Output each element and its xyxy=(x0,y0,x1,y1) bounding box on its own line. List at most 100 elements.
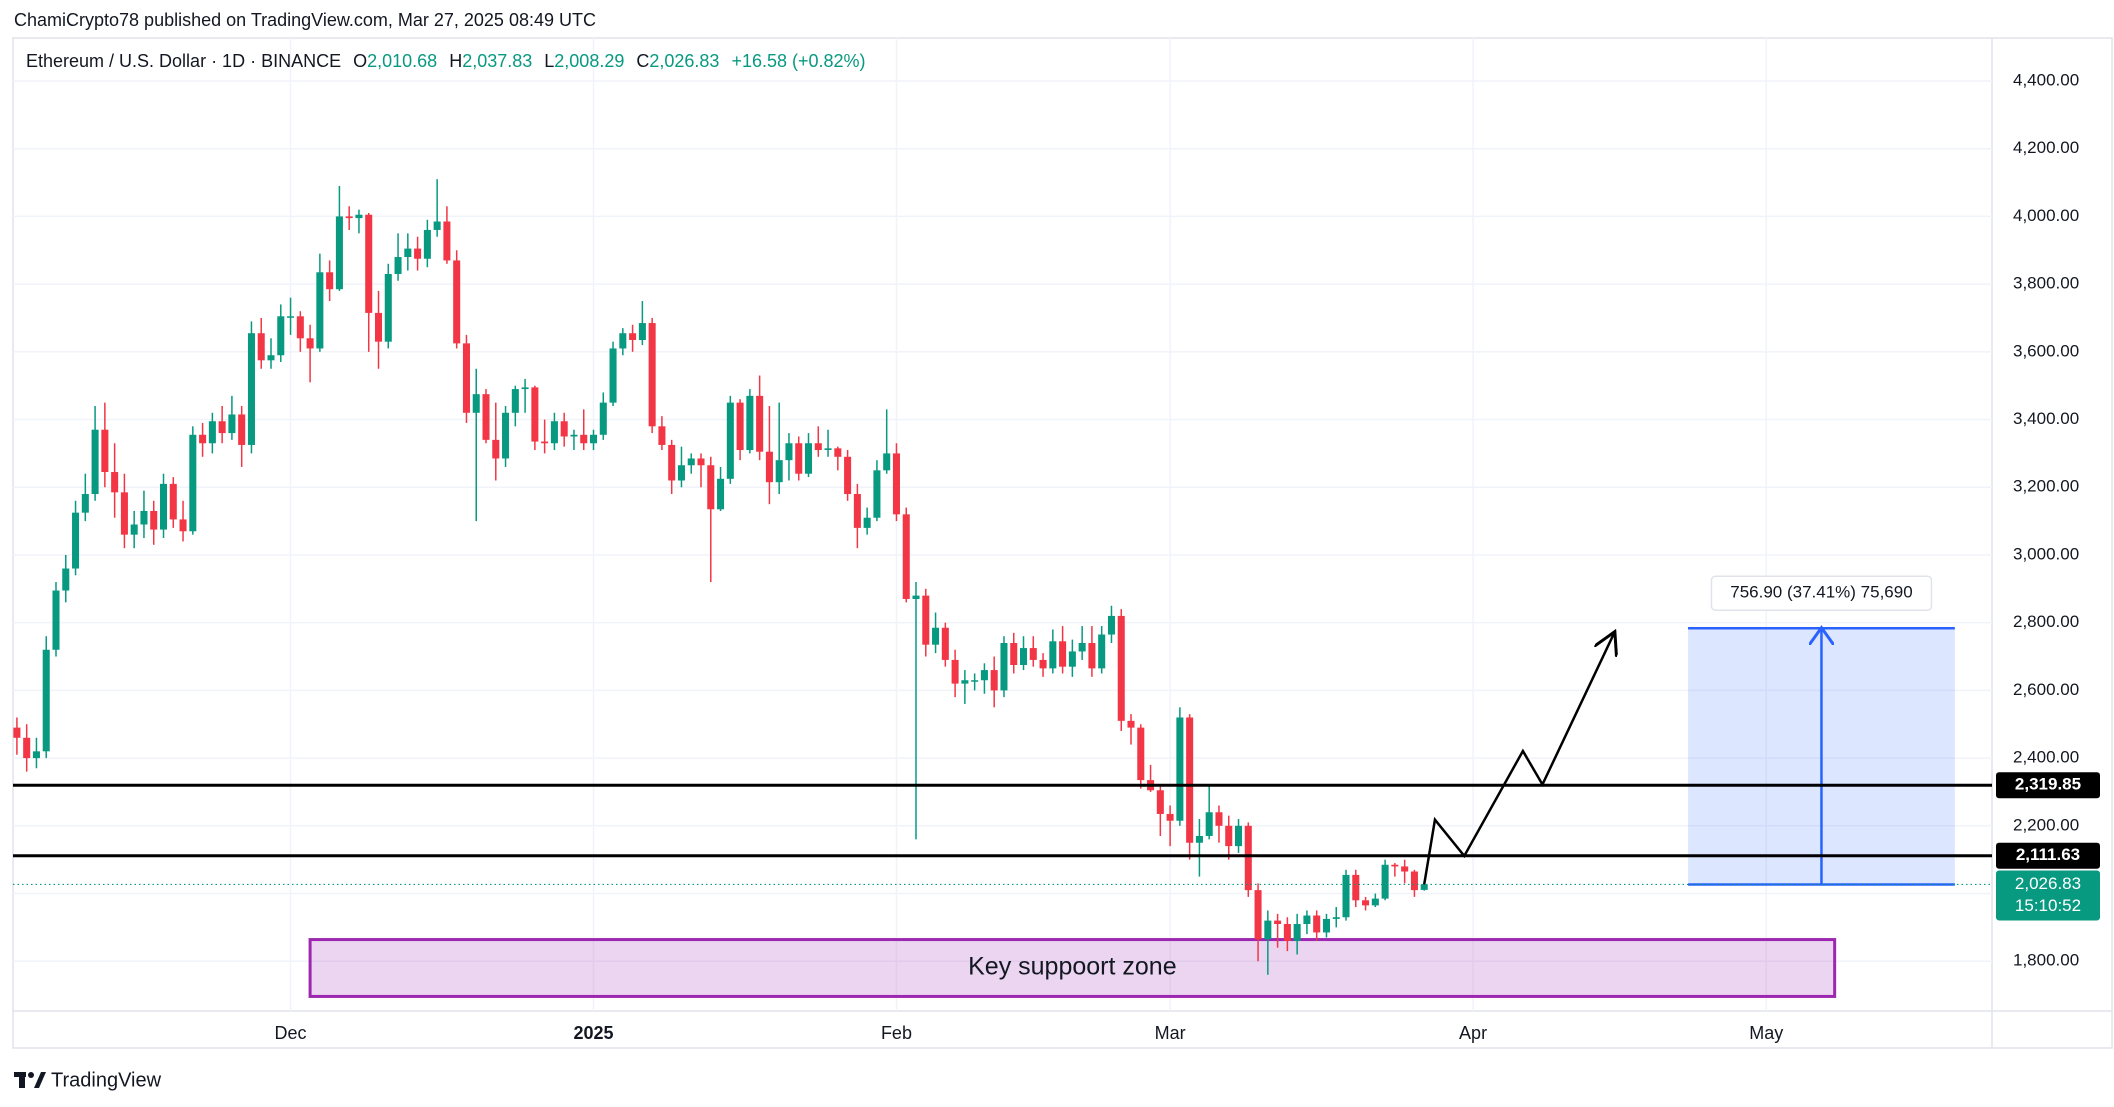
support-zone-label: Key suppoort zone xyxy=(968,953,1176,981)
candle-body xyxy=(1098,634,1106,669)
candle-body xyxy=(1039,659,1047,669)
y-tick-label: 4,200.00 xyxy=(2013,138,2079,157)
candle-body xyxy=(697,458,705,466)
candle-body xyxy=(677,465,685,481)
candle-body xyxy=(1068,651,1076,667)
y-tick-label: 4,000.00 xyxy=(2013,206,2079,225)
candle-body xyxy=(42,649,50,752)
candle-body xyxy=(726,402,734,479)
candle-body xyxy=(990,670,998,691)
ohlc-value: 2,026.83 xyxy=(649,51,720,71)
candle-body xyxy=(140,510,148,525)
ohlc: O2,010.68 H2,037.83 L2,008.29 C2,026.83 xyxy=(353,51,731,71)
candle-body xyxy=(296,316,304,339)
candle-body xyxy=(648,323,656,427)
candle-body xyxy=(717,478,725,510)
candle-body xyxy=(150,510,158,530)
candle-body xyxy=(1059,641,1067,667)
candle-body xyxy=(492,439,500,459)
candle-body xyxy=(668,444,676,481)
candle-body xyxy=(238,414,246,445)
candle-body xyxy=(795,443,803,474)
ohlc-key: H xyxy=(449,51,463,71)
candle-body xyxy=(32,751,40,759)
candle-body xyxy=(1381,864,1389,899)
candle-body xyxy=(589,434,598,444)
candle-body xyxy=(72,512,80,569)
x-tick-label: May xyxy=(1749,1023,1783,1043)
candle-body xyxy=(365,214,373,313)
candle-body xyxy=(462,343,470,413)
candle-body xyxy=(443,221,451,261)
candle-body xyxy=(23,737,31,759)
candle-body xyxy=(1029,648,1037,660)
candle-body xyxy=(384,273,392,342)
candle-body xyxy=(531,387,539,442)
change: +16.58 (+0.82%) xyxy=(731,51,866,71)
candle-body xyxy=(1362,900,1370,906)
candle-body xyxy=(13,727,21,738)
candle-body xyxy=(1049,641,1057,669)
ohlc-value: 2,010.68 xyxy=(367,51,438,71)
candle-body xyxy=(707,465,715,510)
y-tick-label: 4,400.00 xyxy=(2013,70,2079,89)
symbol: Ethereum / U.S. Dollar · 1D · BINANCE xyxy=(26,51,342,71)
candle-body xyxy=(355,214,363,219)
candle-body xyxy=(1107,615,1115,635)
candle-body xyxy=(883,453,891,471)
candle-body xyxy=(472,394,480,413)
last-price-box xyxy=(1996,870,2100,921)
candle-body xyxy=(374,312,383,342)
candle-body xyxy=(208,421,216,444)
candle-body xyxy=(570,434,578,437)
candle-body xyxy=(52,590,60,650)
candle-body xyxy=(62,568,70,591)
candle-body xyxy=(932,627,940,645)
candle-body xyxy=(971,680,979,682)
level-label-box xyxy=(1996,772,2100,799)
support-zone xyxy=(308,938,1837,998)
candle-body xyxy=(1000,642,1008,691)
candle-body xyxy=(101,429,109,473)
candle-body xyxy=(287,316,295,318)
candle-body xyxy=(765,451,773,483)
candle-body xyxy=(1137,727,1145,781)
candle-body xyxy=(1010,642,1018,665)
candle-body xyxy=(1303,915,1311,924)
candle-body xyxy=(1371,898,1379,906)
candle-body xyxy=(502,412,510,459)
candle-body xyxy=(1166,813,1174,821)
projection-path xyxy=(1422,634,1614,885)
candle-body xyxy=(1127,720,1135,728)
candle-body xyxy=(1176,717,1184,821)
candle-body xyxy=(1264,920,1272,940)
candle-body xyxy=(511,389,519,413)
candle-body xyxy=(1186,717,1194,843)
candle-body xyxy=(179,519,187,532)
candle-body xyxy=(580,434,588,444)
candle-body xyxy=(199,434,207,444)
tv-logo xyxy=(14,1072,46,1088)
candle-body xyxy=(912,595,920,599)
candle-body xyxy=(404,248,412,258)
level-label: 2,319.85 xyxy=(2015,775,2081,794)
candle-body xyxy=(863,517,871,528)
candle-body xyxy=(599,402,607,435)
candle-body xyxy=(130,524,138,535)
candle-body xyxy=(746,395,754,451)
candle-body xyxy=(638,323,646,340)
measure-label-box xyxy=(1710,575,1933,611)
ohlc-key: L xyxy=(544,51,555,71)
y-tick-label: 2,800.00 xyxy=(2013,612,2079,631)
candle-body xyxy=(804,443,813,474)
candle-body xyxy=(345,216,353,219)
candle-body xyxy=(306,338,314,349)
candle-body xyxy=(980,670,988,681)
countdown: 15:10:52 xyxy=(2015,896,2081,915)
candle-body xyxy=(433,221,441,230)
candle-body xyxy=(550,421,558,444)
y-tick-label: 1,800.00 xyxy=(2013,951,2079,970)
brand: TradingView xyxy=(51,1069,162,1091)
x-tick-label: 2025 xyxy=(573,1023,613,1043)
